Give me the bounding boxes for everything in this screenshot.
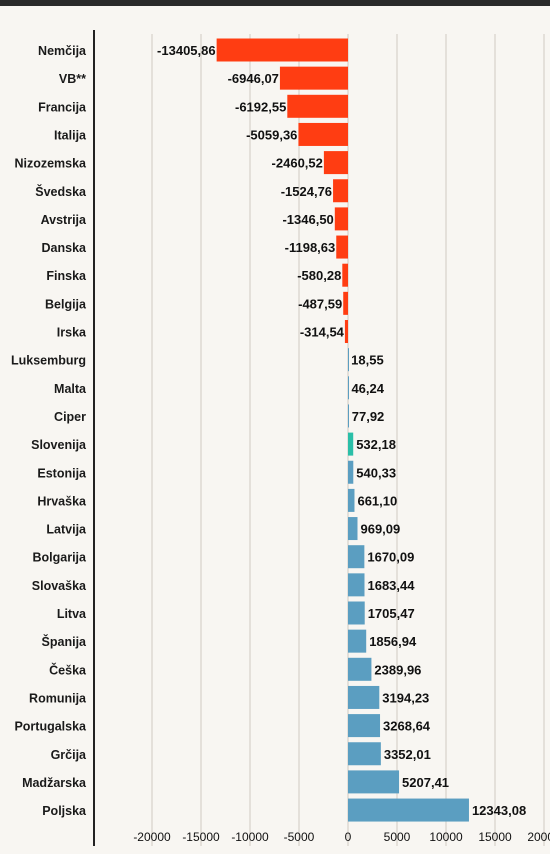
category-label: Češka: [49, 662, 87, 677]
bar: [279, 66, 348, 90]
bar: [348, 685, 380, 709]
bar: [336, 235, 348, 259]
category-label: Poljska: [42, 804, 87, 818]
category-label: Madžarska: [22, 776, 87, 790]
bar: [334, 207, 348, 231]
value-label: 77,92: [352, 409, 385, 424]
bar: [287, 94, 348, 118]
bar: [348, 714, 381, 738]
bar: [216, 38, 348, 62]
value-label: 46,24: [351, 381, 384, 396]
category-label: Italija: [54, 128, 87, 142]
value-label: -1346,50: [282, 212, 333, 227]
bar: [348, 488, 355, 512]
x-tick-label: 10000: [429, 830, 463, 844]
value-label: 1705,47: [368, 606, 415, 621]
label-layer: -20000 -15000 -10000 -5000 0 5000 10000 15000 20…: [11, 43, 550, 844]
bar: [298, 122, 348, 146]
value-label: 1683,44: [367, 578, 415, 593]
category-label: Grčija: [51, 748, 87, 762]
x-tick-label: -10000: [231, 830, 269, 844]
bar: [348, 657, 372, 681]
value-label: -2460,52: [272, 156, 323, 171]
bar: [348, 517, 358, 541]
bar: [348, 798, 469, 822]
bar: [348, 348, 349, 372]
category-label: Hrvaška: [37, 494, 87, 508]
category-label: Bolgarija: [33, 551, 88, 565]
category-label: Danska: [42, 241, 88, 255]
category-label: Avstrija: [41, 213, 87, 227]
value-label: 969,09: [360, 522, 400, 537]
category-label: Luksemburg: [11, 354, 86, 368]
bar: [348, 601, 365, 625]
category-label: Nemčija: [38, 44, 87, 58]
category-label: Romunija: [29, 691, 87, 705]
category-label: Malta: [54, 382, 87, 396]
bar: [348, 460, 354, 484]
value-label: -580,28: [297, 268, 341, 283]
category-label: Belgija: [45, 297, 87, 311]
category-label: Švedska: [35, 184, 87, 199]
value-label: 661,10: [357, 493, 397, 508]
value-label: 2389,96: [374, 662, 421, 677]
value-label: -5059,36: [246, 127, 297, 142]
category-label: Litva: [57, 607, 87, 621]
value-label: 1856,94: [369, 634, 417, 649]
bar-layer: [216, 38, 469, 822]
value-label: 540,33: [356, 465, 396, 480]
bar: [344, 320, 348, 343]
bar: [348, 404, 349, 428]
value-label: 1670,09: [367, 550, 414, 565]
x-tick-label: 5000: [384, 830, 411, 844]
value-label: -1198,63: [285, 240, 336, 255]
bar: [343, 291, 348, 315]
x-tick-label: 0: [345, 830, 352, 844]
top-rule: [0, 0, 550, 6]
x-tick-label: 20000: [527, 830, 550, 844]
bar: [348, 573, 365, 597]
bar: [323, 151, 348, 175]
category-label: Irska: [57, 326, 87, 340]
value-label: 3194,23: [382, 690, 429, 705]
category-label: Slovenija: [31, 438, 87, 452]
bar: [348, 629, 367, 653]
category-label: Finska: [46, 269, 87, 283]
x-tick-label: -15000: [182, 830, 220, 844]
x-tick-label: 15000: [478, 830, 512, 844]
category-label: Ciper: [54, 410, 86, 424]
value-label: -314,54: [300, 325, 345, 340]
bar: [348, 432, 354, 456]
bar: [348, 545, 365, 569]
value-label: -487,59: [298, 296, 342, 311]
category-label: Španija: [42, 634, 88, 649]
category-label: Portugalska: [14, 720, 87, 734]
bar: [348, 770, 400, 794]
bar: [342, 263, 348, 287]
category-label: VB**: [59, 72, 86, 86]
value-label: 12343,08: [472, 803, 526, 818]
value-label: -6192,55: [235, 99, 286, 114]
value-label: 532,18: [356, 437, 396, 452]
value-label: 3352,01: [384, 747, 431, 762]
category-label: Slovaška: [32, 579, 87, 593]
value-label: -6946,07: [228, 71, 279, 86]
category-label: Nizozemska: [14, 157, 87, 171]
bar: [333, 179, 348, 203]
bar: [348, 376, 349, 400]
value-label: -1524,76: [281, 184, 332, 199]
value-label: 3268,64: [383, 719, 431, 734]
x-tick-label: -20000: [133, 830, 171, 844]
category-label: Latvija: [46, 523, 87, 537]
value-label: 5207,41: [402, 775, 449, 790]
value-label: -13405,86: [157, 43, 216, 58]
category-label: Estonija: [37, 466, 87, 480]
category-label: Francija: [38, 100, 87, 114]
value-label: 18,55: [351, 353, 384, 368]
bar: [348, 742, 381, 766]
x-tick-label: -5000: [284, 830, 315, 844]
